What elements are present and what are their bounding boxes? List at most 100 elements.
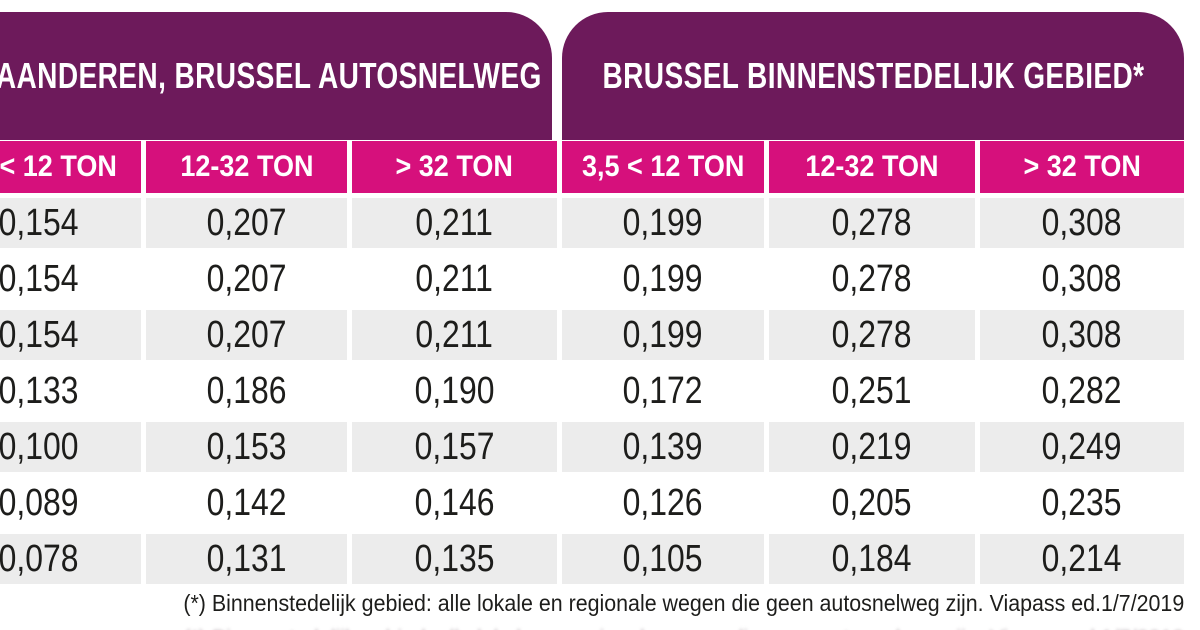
table-cell: 0,211 <box>347 310 557 360</box>
cell-value: 0,154 <box>0 313 79 356</box>
cell-value: 0,214 <box>1042 537 1122 580</box>
table-cell: 0,154 <box>0 310 141 360</box>
group-header-brussel-binnenstedelijk-gebied: BRUSSEL BINNENSTEDELIJK GEBIED* <box>562 12 1184 140</box>
column-header-row: < 12 TON 12-32 TON > 32 TON 3,5 < 12 TON 12-… <box>0 141 1184 193</box>
cell-value: 0,278 <box>832 313 912 356</box>
table-cell: 0,249 <box>975 422 1184 472</box>
cell-value: 0,157 <box>414 425 495 468</box>
group-header-label: BRUSSEL BINNENSTEDELIJK GEBIED* <box>601 55 1145 96</box>
table-row-5: 0,100 0,153 0,157 0,139 0,219 0,249 <box>0 422 1184 472</box>
table-cell: 0,154 <box>0 198 141 248</box>
column-header-3: > 32 TON <box>347 141 557 193</box>
column-header-2: 12-32 TON <box>141 141 347 193</box>
cell-value: 0,211 <box>415 313 494 356</box>
table-cell: 0,172 <box>557 366 764 416</box>
cell-value: 0,199 <box>623 313 703 356</box>
table-cell: 0,214 <box>975 534 1184 584</box>
cell-value: 0,153 <box>206 425 287 468</box>
table-cell: 0,278 <box>764 310 975 360</box>
cell-value: 0,207 <box>206 313 287 356</box>
table-cell: 0,078 <box>0 534 141 584</box>
table-cell: 0,153 <box>141 422 347 472</box>
footnote: (*) Binnenstedelijk gebied: alle lokale … <box>0 590 1184 617</box>
table-row-4: 0,133 0,186 0,190 0,172 0,251 0,282 <box>0 366 1184 416</box>
table-cell: 0,186 <box>141 366 347 416</box>
cell-value: 0,186 <box>206 369 287 412</box>
table-cell: 0,205 <box>764 478 975 528</box>
table-cell: 0,184 <box>764 534 975 584</box>
cell-value: 0,282 <box>1042 369 1122 412</box>
table-cell: 0,135 <box>347 534 557 584</box>
cell-value: 0,278 <box>832 257 912 300</box>
cell-value: 0,172 <box>623 369 703 412</box>
cell-value: 0,211 <box>415 201 494 244</box>
table-cell: 0,126 <box>557 478 764 528</box>
table-cell: 0,211 <box>347 254 557 304</box>
table-cell: 0,146 <box>347 478 557 528</box>
table-cell: 0,131 <box>141 534 347 584</box>
column-header-label: 12-32 TON <box>179 150 314 183</box>
cell-value: 0,249 <box>1042 425 1122 468</box>
cell-value: 0,207 <box>206 257 287 300</box>
group-header-row: VLAANDEREN, BRUSSEL AUTOSNELWEG BRUSSEL … <box>0 12 1184 140</box>
table-cell: 0,251 <box>764 366 975 416</box>
cell-value: 0,235 <box>1042 481 1122 524</box>
table-row-3: 0,154 0,207 0,211 0,199 0,278 0,308 <box>0 310 1184 360</box>
table-cell: 0,199 <box>557 310 764 360</box>
table-row-2: 0,154 0,207 0,211 0,199 0,278 0,308 <box>0 254 1184 304</box>
group-header-label: VLAANDEREN, BRUSSEL AUTOSNELWEG <box>0 55 542 96</box>
cell-value: 0,199 <box>623 201 703 244</box>
cropped-bottom-text-artifact: (*) Binnenstedelijk gebied: alle lokale … <box>0 625 1184 630</box>
table-cell: 0,142 <box>141 478 347 528</box>
group-header-vlaanderen-brussel-autosnelweg: VLAANDEREN, BRUSSEL AUTOSNELWEG <box>0 12 552 140</box>
column-header-label: < 12 TON <box>0 150 118 183</box>
table-row-6: 0,089 0,142 0,146 0,126 0,205 0,235 <box>0 478 1184 528</box>
table-cell: 0,190 <box>347 366 557 416</box>
cell-value: 0,190 <box>414 369 495 412</box>
cell-value: 0,278 <box>832 201 912 244</box>
table-cell: 0,100 <box>0 422 141 472</box>
column-header-label: > 32 TON <box>1023 150 1141 183</box>
cell-value: 0,146 <box>414 481 495 524</box>
cell-value: 0,308 <box>1042 257 1122 300</box>
table-cell: 0,105 <box>557 534 764 584</box>
table-row-1: 0,154 0,207 0,211 0,199 0,278 0,308 <box>0 198 1184 248</box>
cell-value: 0,308 <box>1042 201 1122 244</box>
table-cell: 0,139 <box>557 422 764 472</box>
cell-value: 0,154 <box>0 257 79 300</box>
table-cell: 0,199 <box>557 198 764 248</box>
cell-value: 0,105 <box>623 537 703 580</box>
cell-value: 0,078 <box>0 537 79 580</box>
cell-value: 0,142 <box>206 481 287 524</box>
table-cell: 0,157 <box>347 422 557 472</box>
table-cell: 0,282 <box>975 366 1184 416</box>
cell-value: 0,207 <box>206 201 287 244</box>
table-cell: 0,207 <box>141 198 347 248</box>
column-header-1: < 12 TON <box>0 141 141 193</box>
column-header-4: 3,5 < 12 TON <box>557 141 764 193</box>
table-cell: 0,199 <box>557 254 764 304</box>
column-header-label: 3,5 < 12 TON <box>581 150 745 183</box>
cell-value: 0,199 <box>623 257 703 300</box>
table-cell: 0,211 <box>347 198 557 248</box>
cell-value: 0,100 <box>0 425 79 468</box>
cell-value: 0,308 <box>1042 313 1122 356</box>
cell-value: 0,211 <box>415 257 494 300</box>
table-cell: 0,278 <box>764 254 975 304</box>
cell-value: 0,135 <box>414 537 495 580</box>
table-cell: 0,235 <box>975 478 1184 528</box>
column-header-6: > 32 TON <box>975 141 1184 193</box>
footnote-text: (*) Binnenstedelijk gebied: alle lokale … <box>183 590 1184 616</box>
table-cell: 0,308 <box>975 198 1184 248</box>
table-cell: 0,207 <box>141 310 347 360</box>
table-cell: 0,308 <box>975 254 1184 304</box>
table-row-7: 0,078 0,131 0,135 0,105 0,184 0,214 <box>0 534 1184 584</box>
column-header-5: 12-32 TON <box>764 141 975 193</box>
cell-value: 0,089 <box>0 481 79 524</box>
table-cell: 0,133 <box>0 366 141 416</box>
table-cell: 0,207 <box>141 254 347 304</box>
cell-value: 0,154 <box>0 201 79 244</box>
table-cell: 0,308 <box>975 310 1184 360</box>
cell-value: 0,251 <box>832 369 912 412</box>
